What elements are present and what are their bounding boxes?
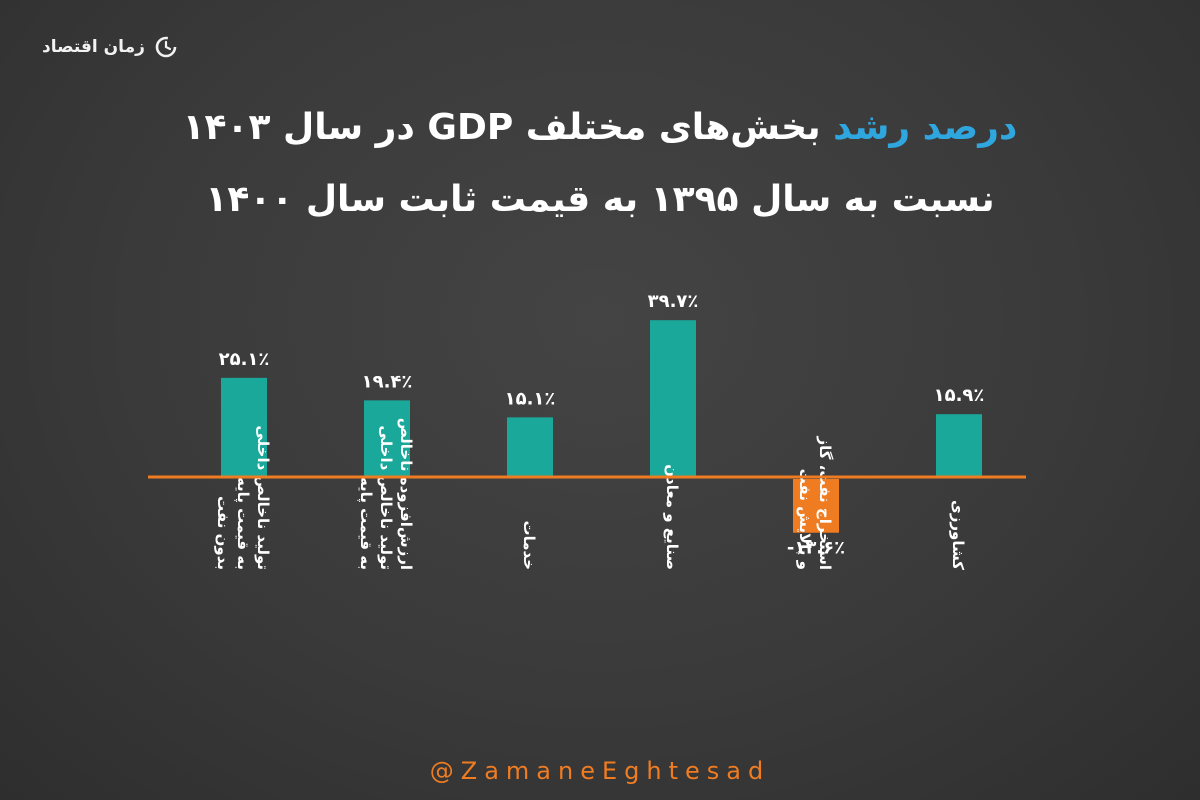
brand-logo: زمان اقتصاد: [42, 36, 179, 58]
category-label-line: صنایع و معادن: [663, 464, 681, 570]
category-label-line: بدون نفت: [214, 496, 232, 570]
category-label-line: و پالایش نفت: [795, 469, 814, 570]
category-label: خدمات: [520, 521, 538, 570]
data-label: -۱۳.۶٪: [787, 538, 845, 559]
title-line-2: نسبت به سال ۱۳۹۵ به قیمت ثابت سال ۱۴۰۰: [205, 179, 995, 220]
bar: [221, 377, 267, 477]
title-line-1: درصد رشد بخش‌های مختلف GDP در سال ۱۴۰۳: [100, 92, 1100, 164]
clock-logo-icon: [155, 36, 177, 58]
category-label-line: ارزش‌افزوده ناخالص: [397, 418, 415, 570]
category-label: صنایع و معادن: [663, 464, 681, 570]
title-highlight: درصد رشد: [833, 107, 1018, 148]
data-label: ۱۵.۱٪: [505, 388, 556, 409]
bar: [793, 479, 839, 533]
bar: [650, 320, 696, 477]
category-label-line: به قیمت پایه: [233, 477, 252, 570]
category-label-line: کشاورزی: [949, 500, 967, 570]
data-label: ۲۵.۱٪: [219, 349, 270, 370]
bar: [507, 417, 553, 477]
bar: [364, 400, 410, 477]
category-label-line: تولید ناخالص داخلی: [377, 425, 395, 570]
data-label: ۱۹.۴٪: [362, 371, 413, 392]
data-label: ۱۵.۹٪: [934, 385, 985, 406]
category-label-line: خدمات: [520, 521, 538, 570]
category-label-line: استخراج نفت، گاز: [816, 435, 834, 570]
page-title: درصد رشد بخش‌های مختلف GDP در سال ۱۴۰۳ ن…: [100, 92, 1100, 236]
category-label-line: تولید ناخالص داخلی: [254, 425, 272, 570]
category-label-line: به قیمت پایه: [356, 477, 375, 570]
title-line-1-rest: بخش‌های مختلف GDP در سال ۱۴۰۳: [182, 107, 834, 148]
category-label: کشاورزی: [949, 500, 967, 570]
social-handle: @ZamaneEghtesad: [429, 757, 771, 785]
bar: [936, 414, 982, 477]
brand-name: زمان اقتصاد: [42, 37, 145, 57]
data-label: ۳۹.۷٪: [648, 291, 699, 312]
